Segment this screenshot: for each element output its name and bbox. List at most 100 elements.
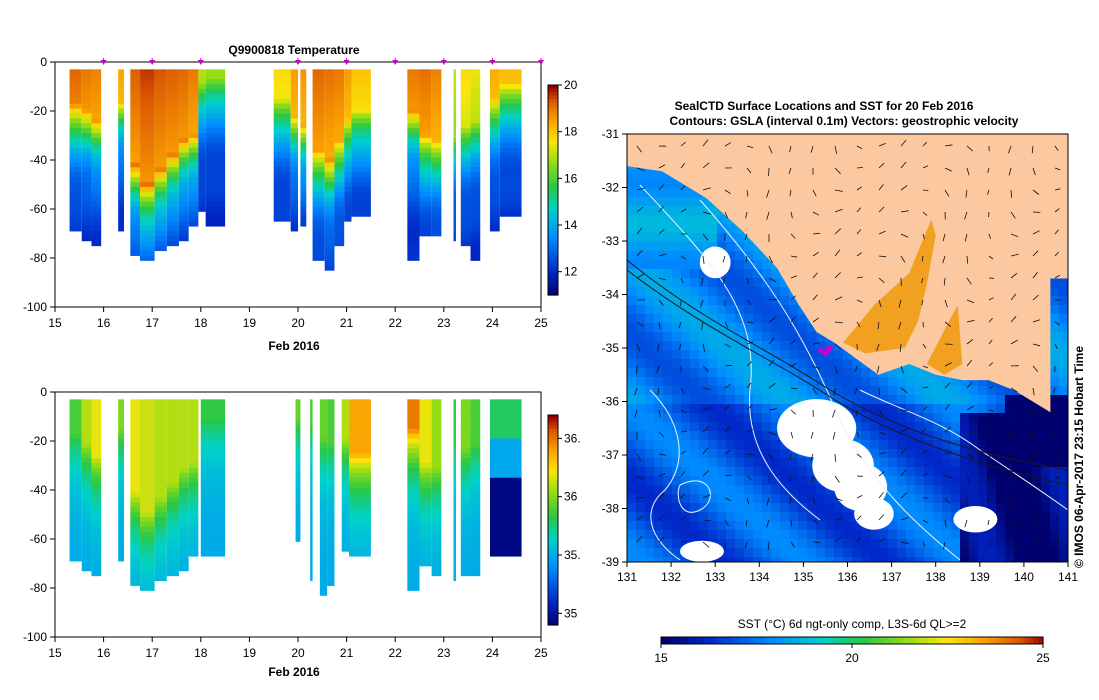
sst-cell	[996, 413, 1006, 423]
bathymetry-line	[627, 259, 1068, 471]
sst-cell	[672, 287, 682, 297]
temperature-cell	[69, 88, 82, 95]
temperature-cell	[334, 172, 345, 178]
salinity-cell	[310, 438, 313, 444]
temp-colorbar-cell	[548, 277, 558, 282]
sst-cell	[861, 377, 871, 387]
temperature-cell	[140, 69, 155, 75]
sst-cell	[627, 539, 637, 549]
temperature-cell	[324, 255, 335, 261]
temperature-cell	[154, 133, 167, 139]
sst-colorbar-cell	[804, 637, 810, 644]
sst-cell	[645, 368, 655, 378]
temperature-cell	[140, 255, 155, 261]
temperature-cell	[118, 79, 125, 85]
temperature-cell	[460, 147, 471, 154]
temperature-cell	[273, 133, 291, 139]
velocity-vector	[878, 162, 885, 169]
velocity-vector	[943, 541, 946, 550]
sst-cell	[663, 332, 673, 342]
sst-cell	[861, 422, 871, 432]
salinity-cell	[188, 428, 199, 435]
salinity-cell	[431, 487, 442, 493]
sst-cell	[636, 314, 646, 324]
sst-cell	[978, 413, 988, 423]
temp-colorbar-cell	[548, 151, 558, 156]
velocity-vector	[790, 519, 792, 527]
temperature-cell	[178, 137, 189, 144]
sst-cell	[771, 269, 781, 279]
sst-cell	[1050, 548, 1060, 558]
temperature-cell	[198, 98, 206, 105]
temperature-cell	[324, 191, 335, 198]
sst-cell	[744, 242, 754, 252]
sst-cell	[924, 368, 934, 378]
sst-cell	[636, 170, 646, 180]
sst-cell	[960, 467, 970, 477]
temperature-cell	[431, 128, 442, 134]
temperature-cell	[324, 108, 335, 114]
sst-cell	[825, 350, 835, 360]
salinity-cell	[130, 531, 141, 537]
salinity-cell	[188, 458, 199, 464]
profile-marker	[538, 60, 544, 65]
sst-cell	[951, 503, 961, 513]
sst-cell	[672, 269, 682, 279]
salinity-cell	[341, 531, 350, 537]
sst-cell	[978, 494, 988, 504]
temperature-cell	[499, 133, 522, 139]
temperature-cell	[273, 103, 291, 109]
temperature-cell	[81, 157, 92, 163]
sst-cell	[726, 314, 736, 324]
velocity-vector	[922, 141, 928, 147]
temperature-cell	[154, 182, 167, 188]
sal-colorbar-cell	[548, 614, 558, 619]
sst-cell	[852, 404, 862, 414]
sal-colorbar-cell	[548, 485, 558, 490]
temperature-cell	[460, 128, 471, 134]
salinity-cell	[91, 438, 102, 444]
salinity-cell	[453, 443, 456, 449]
temp-x-tick-label: 20	[291, 316, 305, 330]
temperature-cell	[300, 79, 307, 85]
longitude-tick-label: 135	[793, 570, 813, 584]
sst-cell	[978, 485, 988, 495]
temperature-cell	[334, 157, 345, 163]
temperature-cell	[470, 206, 481, 212]
velocity-vector	[1010, 387, 1018, 393]
salinity-cell	[407, 467, 420, 474]
sst-cell	[636, 260, 646, 270]
sst-cell	[690, 503, 700, 513]
sst-cell	[708, 287, 718, 297]
sst-cell	[933, 377, 943, 387]
sst-cell	[681, 377, 691, 387]
sst-cell	[1050, 512, 1060, 522]
salinity-cell	[295, 536, 301, 542]
temperature-cell	[178, 216, 189, 222]
sst-colorbar-cell	[675, 637, 681, 644]
temperature-cell	[324, 196, 335, 203]
sst-cell	[834, 548, 844, 558]
sst-cell	[780, 512, 790, 522]
sst-cell	[1014, 557, 1024, 562]
temperature-cell	[351, 211, 371, 217]
temperature-cell	[453, 152, 456, 158]
velocity-vector	[812, 497, 816, 505]
velocity-vector	[680, 540, 687, 543]
salinity-cell	[154, 448, 167, 454]
salinity-cell	[118, 438, 125, 444]
salinity-cell	[91, 399, 102, 405]
salinity-cell	[140, 536, 155, 542]
sst-cell	[636, 179, 646, 189]
salinity-cell	[453, 463, 456, 469]
velocity-vector	[746, 361, 752, 367]
sst-cell	[735, 224, 745, 234]
sst-cell	[969, 449, 979, 459]
sst-cell	[672, 530, 682, 540]
temperature-cell	[419, 221, 432, 227]
map-title-line1: SealCTD Surface Locations and SST for 20…	[675, 99, 974, 113]
salinity-cell	[166, 409, 179, 415]
sst-cell	[960, 440, 970, 450]
sst-cell	[960, 449, 970, 459]
salinity-cell	[319, 516, 328, 523]
